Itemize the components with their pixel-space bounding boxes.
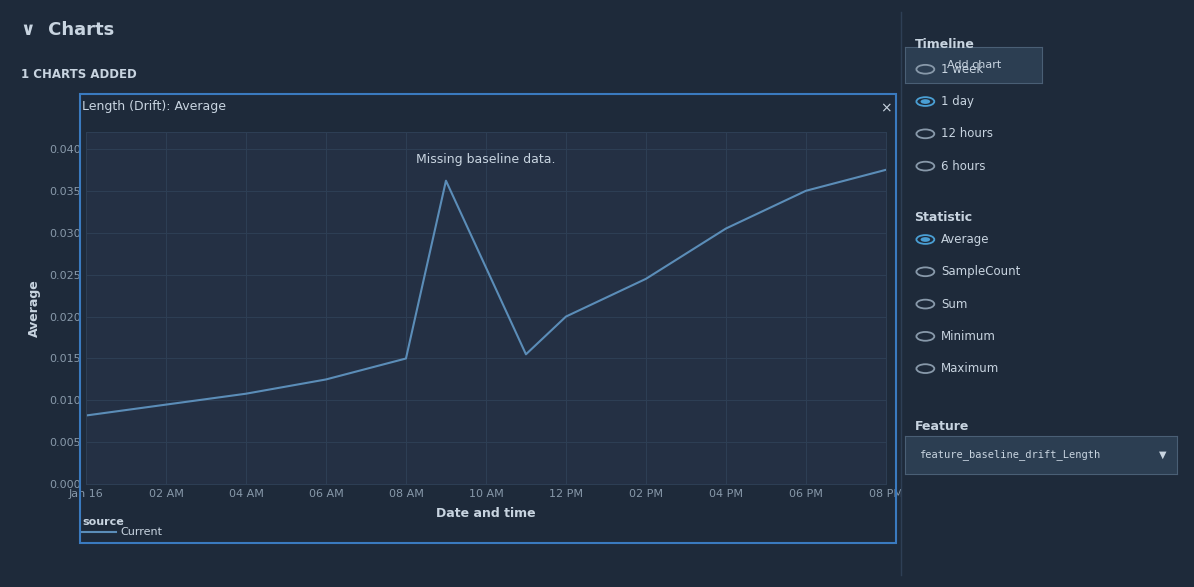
Text: Maximum: Maximum [941,362,999,375]
Text: ▼: ▼ [1159,450,1167,460]
Text: ∨  Charts: ∨ Charts [21,21,115,39]
Text: 1 day: 1 day [941,95,974,108]
Text: 1 week: 1 week [941,63,983,76]
Text: Timeline: Timeline [915,38,974,51]
Text: Missing baseline data.: Missing baseline data. [417,153,555,166]
Text: Length (Drift): Average: Length (Drift): Average [82,100,227,113]
Text: SampleCount: SampleCount [941,265,1020,278]
Text: 1 CHARTS ADDED: 1 CHARTS ADDED [21,68,137,80]
X-axis label: Date and time: Date and time [436,508,536,521]
Text: Feature: Feature [915,420,970,433]
Text: feature_baseline_drift_Length: feature_baseline_drift_Length [918,449,1100,460]
Text: Minimum: Minimum [941,330,996,343]
Text: Sum: Sum [941,298,967,311]
Text: source: source [82,517,124,527]
Y-axis label: Average: Average [27,279,41,337]
Text: ×: × [880,102,892,116]
Text: 6 hours: 6 hours [941,160,985,173]
Text: Current: Current [121,527,162,538]
Text: Statistic: Statistic [915,211,973,224]
Text: Average: Average [941,233,990,246]
Text: Add chart: Add chart [947,60,1001,70]
Text: 12 hours: 12 hours [941,127,993,140]
